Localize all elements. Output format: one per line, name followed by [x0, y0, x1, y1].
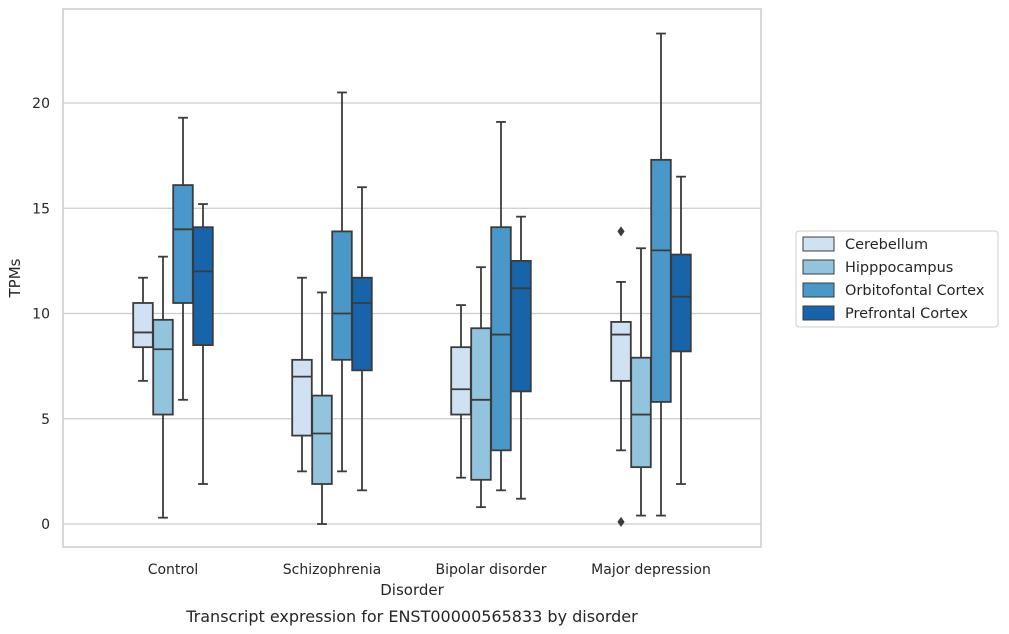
legend-swatch	[802, 305, 835, 321]
iqr-box	[152, 318, 174, 416]
x-axis-title: Disorder	[380, 581, 444, 599]
legend-swatch	[802, 259, 835, 275]
y-tick-label: 20	[32, 96, 50, 112]
iqr-box	[510, 259, 532, 393]
iqr-box	[132, 302, 154, 349]
iqr-box	[630, 356, 652, 469]
iqr-box	[470, 327, 492, 481]
iqr-box	[351, 276, 373, 372]
chart-caption: Transcript expression for ENST0000056583…	[185, 607, 638, 626]
y-tick-label: 15	[32, 201, 50, 217]
legend-swatch	[802, 236, 835, 252]
iqr-box	[490, 226, 512, 452]
legend-frame	[795, 230, 999, 328]
box-hipppocampus	[152, 255, 174, 519]
y-tick-label: 10	[32, 307, 50, 323]
box-hipppocampus	[470, 266, 492, 509]
legend-label: Prefrontal Cortex	[845, 306, 968, 322]
iqr-box	[650, 158, 672, 403]
x-tick-label: Major depression	[591, 562, 711, 578]
legend-label: Cerebellum	[845, 237, 928, 253]
y-tick-label: 5	[41, 412, 50, 428]
iqr-box	[291, 358, 313, 437]
iqr-box	[450, 346, 472, 416]
iqr-box	[311, 394, 333, 485]
box-prefrontal-cortex	[192, 203, 214, 485]
iqr-box	[172, 184, 194, 304]
plot-frame	[62, 8, 762, 548]
legend-swatch	[802, 282, 835, 298]
outlier-point	[617, 226, 625, 237]
x-tick-label: Control	[148, 562, 199, 578]
tick-labels: 0 5 10 15 20 Control Schizophrenia Bipolar diso…	[32, 96, 711, 578]
iqr-box	[331, 230, 353, 361]
box-prefrontal-cortex	[351, 186, 373, 492]
box-prefrontal-cortex	[510, 215, 532, 500]
box-cerebellum	[132, 276, 154, 382]
y-axis-title: TPMs	[6, 258, 24, 298]
iqr-box	[610, 321, 632, 382]
y-tick-label: 0	[41, 517, 50, 533]
iqr-box	[192, 226, 214, 346]
x-tick-label: Schizophrenia	[283, 562, 381, 578]
legend-label: Orbitofontal Cortex	[845, 283, 985, 299]
box-cerebellum	[291, 276, 313, 473]
outlier-point	[617, 516, 625, 527]
box-cerebellum	[610, 226, 632, 527]
box-orbitofontal-cortex	[490, 121, 512, 492]
box-hipppocampus	[311, 291, 333, 525]
box-prefrontal-cortex	[670, 175, 692, 485]
box-orbitofontal-cortex	[650, 32, 672, 517]
boxes	[132, 32, 692, 527]
box-orbitofontal-cortex	[172, 116, 194, 401]
iqr-box	[670, 253, 692, 353]
legend: Cerebellum Hipppocampus Orbitofontal Corte…	[795, 230, 999, 328]
box-cerebellum	[450, 304, 472, 479]
legend-label: Hipppocampus	[845, 260, 953, 276]
box-orbitofontal-cortex	[331, 91, 353, 473]
x-tick-label: Bipolar disorder	[435, 562, 546, 578]
box-hipppocampus	[630, 247, 652, 517]
